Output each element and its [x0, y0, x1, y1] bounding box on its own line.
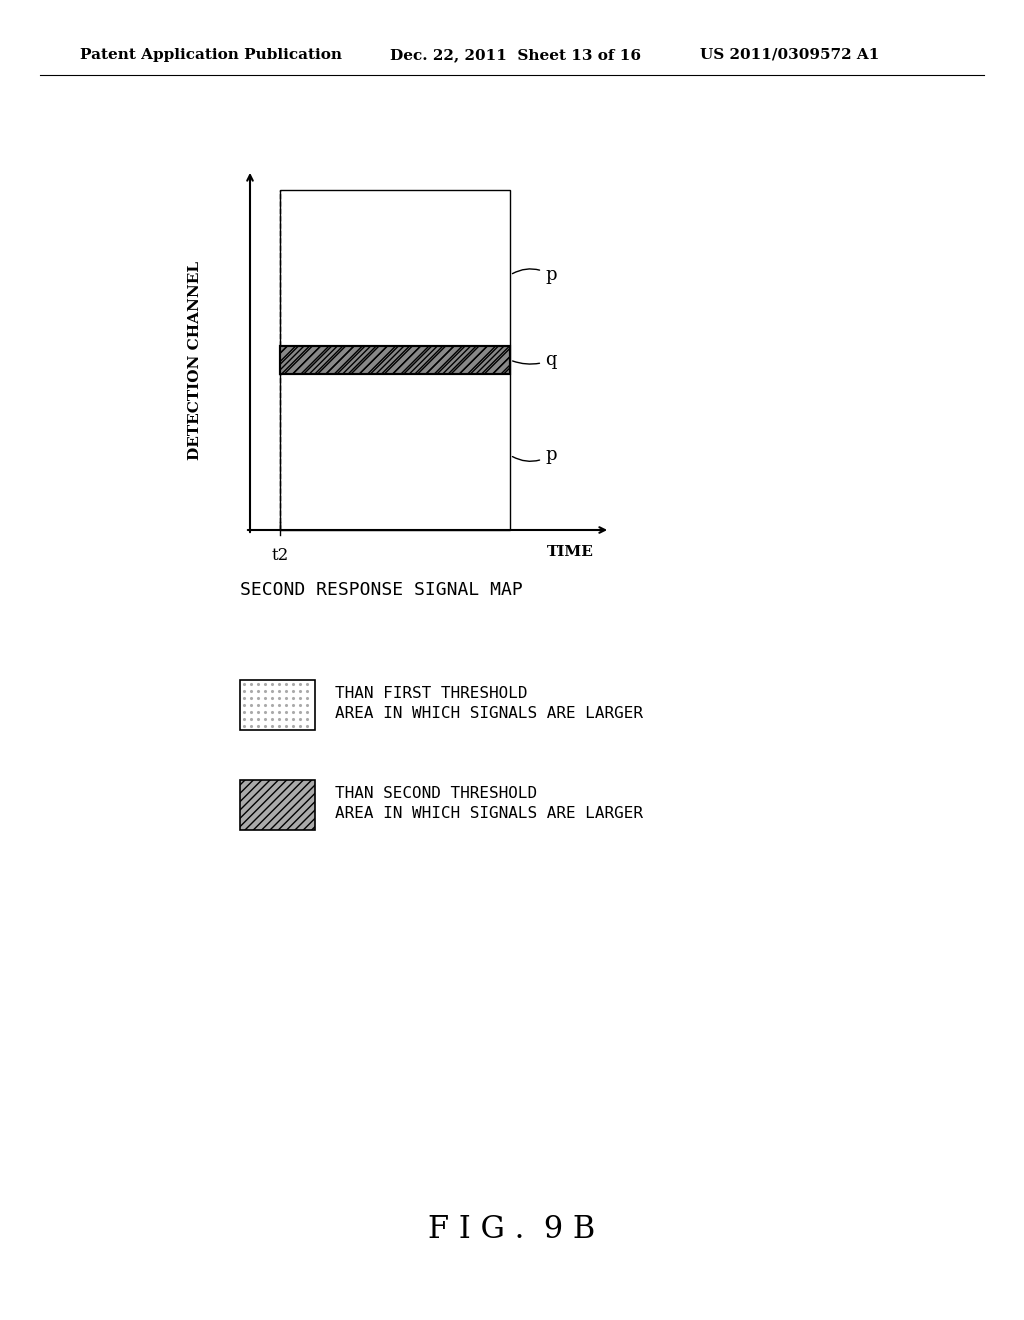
- Text: p: p: [512, 267, 556, 284]
- Bar: [240, 780, 315, 830]
- Text: Patent Application Publication: Patent Application Publication: [80, 48, 342, 62]
- Bar: [281, 347, 509, 374]
- Bar: [240, 780, 315, 830]
- Text: AREA IN WHICH SIGNALS ARE LARGER: AREA IN WHICH SIGNALS ARE LARGER: [335, 805, 643, 821]
- Text: AREA IN WHICH SIGNALS ARE LARGER: AREA IN WHICH SIGNALS ARE LARGER: [335, 705, 643, 721]
- Text: THAN FIRST THRESHOLD: THAN FIRST THRESHOLD: [335, 685, 527, 701]
- Text: p: p: [512, 446, 556, 465]
- Bar: [280, 346, 510, 374]
- Text: Dec. 22, 2011  Sheet 13 of 16: Dec. 22, 2011 Sheet 13 of 16: [390, 48, 641, 62]
- Text: US 2011/0309572 A1: US 2011/0309572 A1: [700, 48, 880, 62]
- Text: t2: t2: [271, 546, 289, 564]
- Text: F I G .  9 B: F I G . 9 B: [428, 1214, 596, 1246]
- Bar: [240, 680, 315, 730]
- Text: TIME: TIME: [547, 545, 594, 558]
- Bar: [280, 346, 510, 374]
- Text: q: q: [513, 351, 556, 370]
- Bar: [280, 190, 510, 531]
- Text: SECOND RESPONSE SIGNAL MAP: SECOND RESPONSE SIGNAL MAP: [240, 581, 522, 599]
- Text: THAN SECOND THRESHOLD: THAN SECOND THRESHOLD: [335, 785, 538, 800]
- Text: DETECTION CHANNEL: DETECTION CHANNEL: [188, 260, 202, 459]
